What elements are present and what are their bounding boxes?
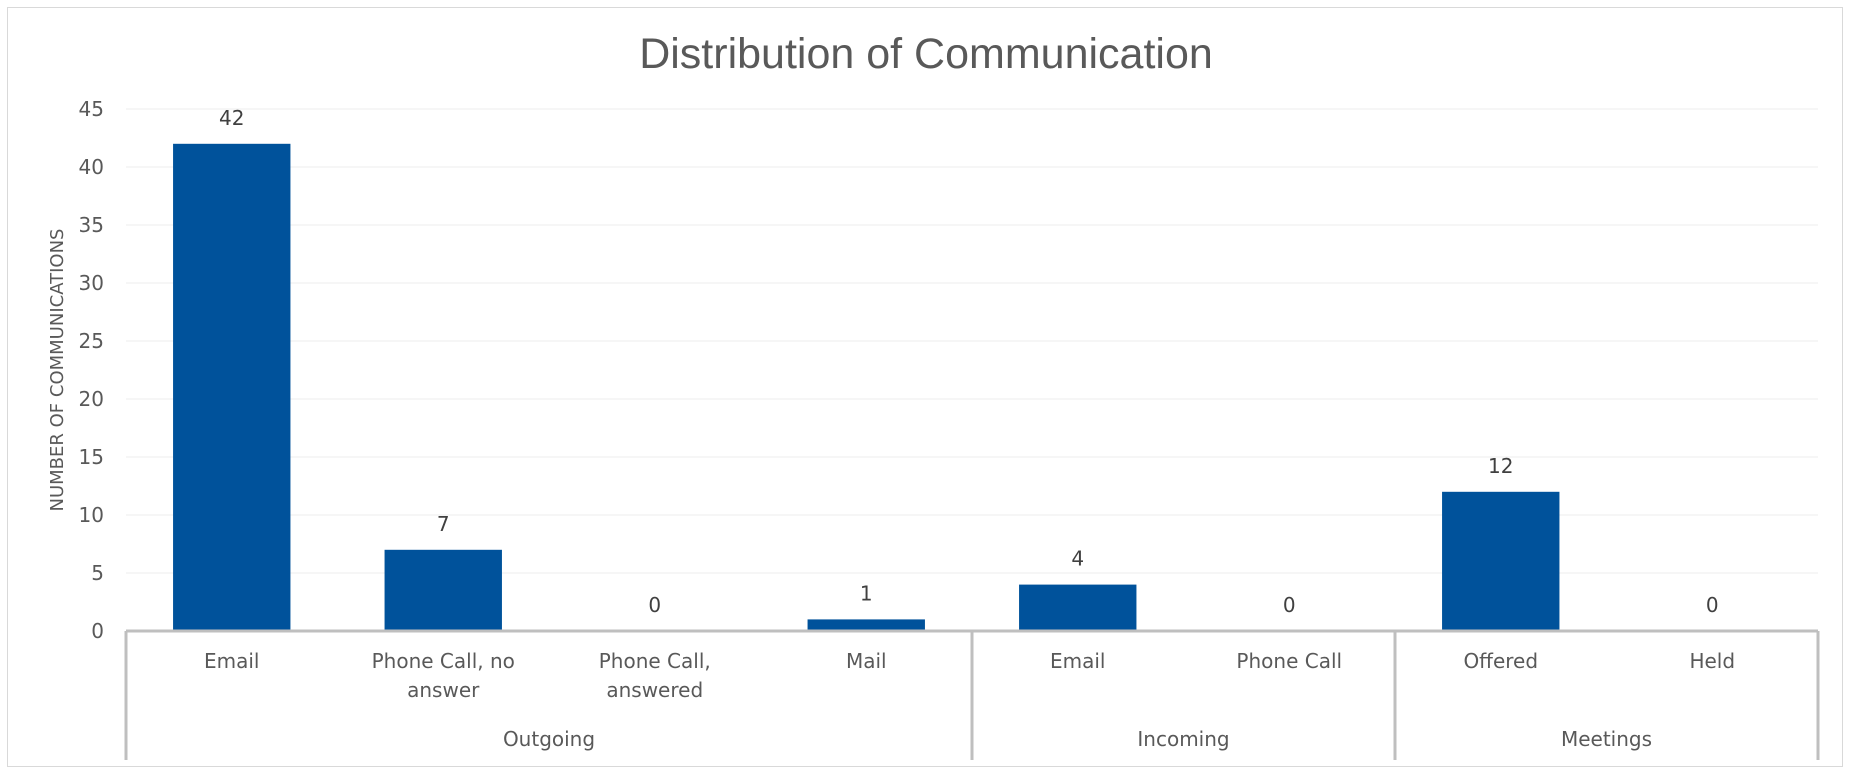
x-category-label: Email [1050,649,1106,673]
data-label: 12 [1488,454,1513,478]
y-tick-label: 0 [91,619,104,643]
x-group-label: Outgoing [503,727,595,751]
x-category-label: Mail [846,649,887,673]
y-tick-label: 25 [79,329,104,353]
y-tick-label: 15 [79,445,104,469]
x-category-label: Held [1689,649,1735,673]
y-tick-label: 20 [79,387,104,411]
bar [173,143,291,632]
data-label: 0 [648,593,661,617]
data-label: 4 [1071,547,1084,571]
x-group-label: Meetings [1561,727,1652,751]
data-label: 0 [1283,593,1296,617]
x-category-label: Phone Call [1236,649,1342,673]
bar [1442,491,1560,631]
y-tick-label: 35 [79,213,104,237]
y-axis-label: NUMBER OF COMMUNICATIONS [47,229,68,512]
y-tick-label: 5 [91,561,104,585]
x-group-label: Incoming [1137,727,1229,751]
data-label: 42 [219,106,244,130]
y-tick-label: 40 [79,155,104,179]
bar [807,619,925,631]
y-tick-label: 45 [79,97,104,121]
x-category-label: Offered [1463,649,1538,673]
bar [384,549,502,631]
x-category-label: answer [407,678,480,702]
bar [1019,584,1137,631]
data-label: 1 [860,581,873,605]
data-label: 7 [437,512,450,536]
chart-title: Distribution of Communication [639,30,1213,78]
x-category-label: Phone Call, no [372,649,515,673]
chart-frame [7,7,1843,767]
y-tick-label: 10 [79,503,104,527]
x-category-label: Phone Call, [599,649,711,673]
x-category-label: answered [606,678,703,702]
y-tick-label: 30 [79,271,104,295]
data-label: 0 [1706,593,1719,617]
x-category-label: Email [204,649,260,673]
